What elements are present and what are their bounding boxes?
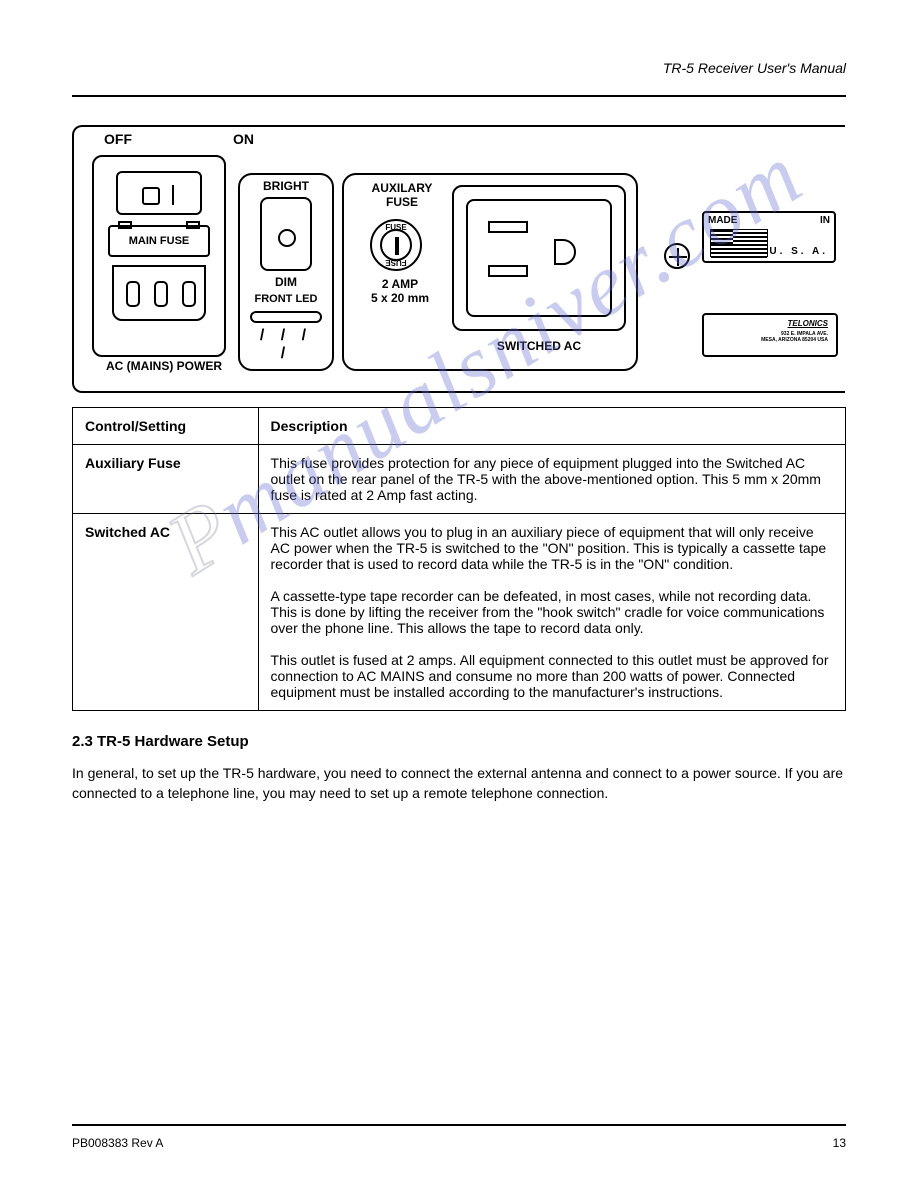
telonics-brand: TELONICS [788,319,828,328]
bright-label: BRIGHT [244,179,328,193]
aux-fuse-holder[interactable]: FUSE FUSE [370,219,422,271]
footer-doc-id: PB008383 Rev A [72,1136,163,1150]
telonics-address: 932 E. IMPALA AVE. MESA, ARIZONA 85204 U… [761,331,828,343]
main-fuse-drawer[interactable]: MAIN FUSE [108,225,210,257]
table-header-row: Control/Setting Description [73,408,846,445]
section-title: 2.3 TR-5 Hardware Setup [72,733,846,750]
row-label: Switched AC [73,514,259,711]
iec-power-inlet[interactable] [112,265,206,321]
outlet-slot [488,265,528,277]
made-in-usa-plate: MADE IN U. S. A. [702,211,836,263]
power-rocker-switch[interactable] [116,171,202,215]
page: TR-5 Receiver User's Manual OFF ON MAIN … [0,0,918,1188]
controls-table: Control/Setting Description Auxiliary Fu… [72,407,846,711]
made-label: MADE [708,215,737,226]
top-rule [72,95,846,97]
dim-label: DIM [244,275,328,289]
usa-flag-icon [710,229,768,257]
row-desc: This fuse provides protection for any pi… [258,445,845,514]
telonics-plate: TELONICS 932 E. IMPALA AVE. MESA, ARIZON… [702,313,838,357]
table-col-control: Control/Setting [73,408,259,445]
header-title: TR-5 Receiver User's Manual [663,60,846,76]
off-label: OFF [104,131,132,147]
switched-ac-label: SWITCHED AC [452,339,626,353]
usa-label: U. S. A. [769,246,828,257]
main-fuse-label: MAIN FUSE [129,235,190,247]
outlet-slot [488,221,528,233]
table-row: Auxiliary Fuse This fuse provides protec… [73,445,846,514]
footer-page-num: 13 [833,1136,846,1150]
front-led-bar [250,311,322,323]
aux-fuse-label: AUXILARY FUSE [352,181,452,209]
rear-panel-diagram: OFF ON MAIN FUSE AC (MAINS) POWER BRIGHT… [72,125,845,393]
bright-dim-switch[interactable] [260,197,312,271]
row-desc: This AC outlet allows you to plug in an … [258,514,845,711]
front-led-ticks: / / / / [250,327,322,363]
switched-ac-outlet[interactable] [466,199,612,317]
aux-fuse-rating: 2 AMP 5 x 20 mm [352,277,448,305]
section-paragraph: In general, to set up the TR-5 hardware,… [72,764,846,803]
table-col-desc: Description [258,408,845,445]
table-row: Switched AC This AC outlet allows you to… [73,514,846,711]
front-led-label: FRONT LED [238,293,334,305]
row-label: Auxiliary Fuse [73,445,259,514]
on-label: ON [233,131,254,147]
bottom-rule [72,1124,846,1126]
panel-screw-icon [664,243,690,269]
off-on-labels: OFF ON [104,131,254,147]
ac-mains-label: AC (MAINS) POWER [84,359,244,373]
in-label: IN [820,215,830,226]
